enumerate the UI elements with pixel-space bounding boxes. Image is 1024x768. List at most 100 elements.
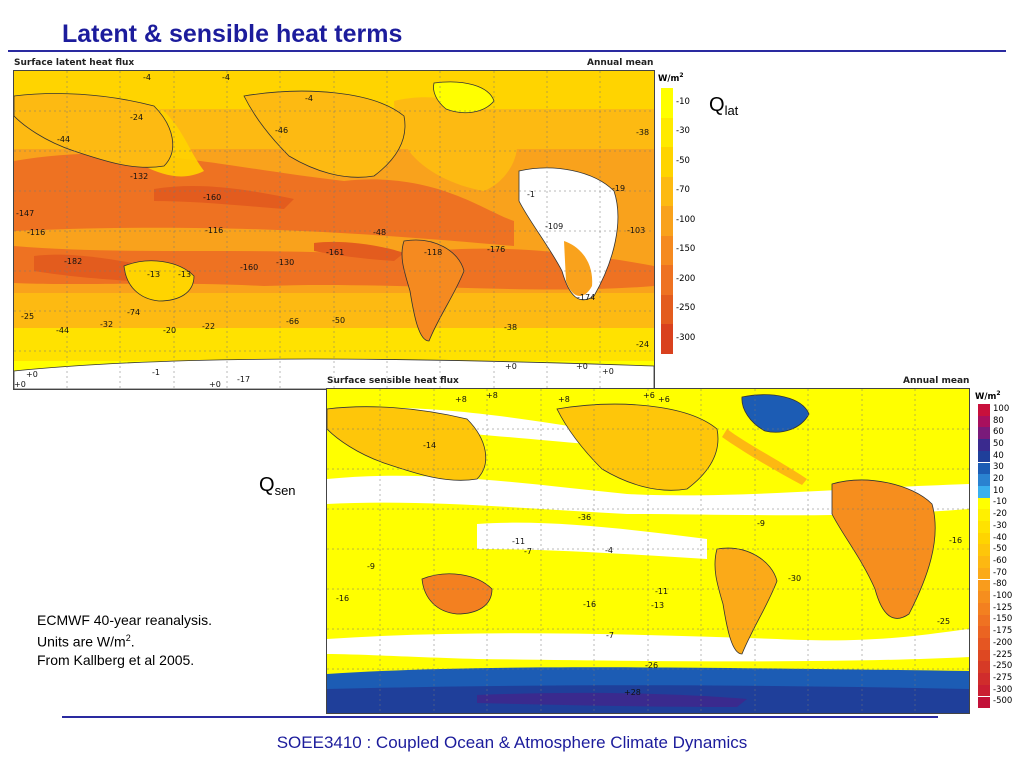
latent-contour-label: -48 [373,228,387,237]
colorbar-label: -20 [993,509,1007,520]
latent-contour-label: +0 [26,370,38,379]
colorbar-swatch [978,544,990,557]
latent-contour-label: -116 [27,228,46,237]
latent-units: W/m2 [658,72,684,84]
latent-contour-label: -160 [240,263,259,272]
colorbar-label: -150 [676,244,696,255]
latent-header-left: Surface latent heat flux [14,58,135,68]
colorbar-label: -125 [993,602,1013,613]
sensible-contour-label: -7 [606,631,614,640]
latent-contour-label: -17 [237,375,251,384]
latent-contour-label: +0 [576,362,588,371]
colorbar-label: -500 [993,696,1013,707]
colorbar-swatch [978,626,990,638]
note-line-2: Units are W/m2. [37,633,135,650]
latent-map-graphic [14,71,654,389]
colorbar-label: -30 [676,126,690,137]
latent-contour-label: -66 [286,317,300,326]
colorbar-swatch [661,117,673,147]
latent-contour-label: +0 [209,380,221,389]
colorbar-label: -200 [676,273,696,284]
colorbar-label: 60 [993,427,1004,438]
latent-contour-label: -182 [64,257,83,266]
sensible-contour-label: -36 [578,513,592,522]
colorbar-swatch [661,265,673,295]
colorbar-label: -200 [993,637,1013,648]
colorbar-label: -60 [993,555,1007,566]
latent-contour-label: -116 [205,226,224,235]
latent-contour-label: -118 [424,248,443,257]
sensible-contour-label: -7 [524,547,532,556]
latent-contour-label: -19 [612,184,626,193]
latent-contour-label: -20 [163,326,177,335]
colorbar-label: -40 [993,532,1007,543]
colorbar-label: -70 [993,567,1007,578]
sensible-contour-label: +8 [558,395,570,404]
colorbar-swatch [978,673,990,685]
sensible-units: W/m2 [975,390,1001,402]
colorbar-label: 50 [993,438,1004,449]
colorbar-swatch [978,696,990,709]
sensible-colorbar: 100 80 60 50 40 30 20 10 -10 -20 -30 -40 -50 -60 -70 -8… [978,404,1022,710]
colorbar-swatch [661,176,673,206]
colorbar-swatch [661,235,673,265]
title-rule [8,50,1006,52]
latent-contour-label: -103 [627,226,646,235]
note-line-3: From Kallberg et al 2005. [37,651,195,668]
latent-contour-label: +0 [602,367,614,376]
latent-contour-label: -160 [203,193,222,202]
colorbar-label: -80 [993,579,1007,590]
sensible-contour-label: -11 [512,537,526,546]
latent-contour-label: -24 [636,340,650,349]
latent-contour-label: -4 [143,73,151,82]
colorbar-swatch [978,614,990,627]
colorbar-swatch [978,404,990,416]
latent-contour-label: -1 [152,368,160,377]
sensible-contour-label: -16 [336,594,350,603]
colorbar-swatch [661,206,673,236]
colorbar-swatch [978,521,990,533]
source-note: ECMWF 40-year reanalysis. Units are W/m2… [37,611,212,669]
colorbar-swatch [978,485,990,498]
note-line-1: ECMWF 40-year reanalysis. [37,612,213,628]
colorbar-swatch [978,591,990,603]
latent-colorbar: -10 -30 -50 -70 -100 -150 -200 -250 -300 [661,88,701,372]
latent-contour-label: +0 [14,380,26,389]
colorbar-label: 10 [993,485,1004,496]
latent-contour-label: -22 [202,322,216,331]
latent-contour-label: -4 [222,73,230,82]
colorbar-label: -300 [993,684,1013,695]
colorbar-swatch [978,450,990,463]
colorbar-swatch [978,509,990,521]
colorbar-swatch [978,684,990,697]
colorbar-label: -250 [993,661,1013,672]
latent-contour-label: -38 [636,128,650,137]
latent-contour-label: -13 [178,270,192,279]
sensible-contour-label: -9 [367,562,375,571]
colorbar-swatch [978,661,990,674]
colorbar-label: -225 [993,649,1013,660]
sensible-map-graphic [327,389,969,713]
colorbar-swatch [978,579,990,592]
colorbar-swatch [978,415,990,428]
latent-contour-label: -32 [100,320,114,329]
latent-contour-label: -13 [147,270,161,279]
sensible-header-right: Annual mean [903,376,970,386]
colorbar-label: -10 [993,497,1007,508]
colorbar-swatch [978,532,990,545]
colorbar-swatch [978,427,990,440]
colorbar-label: -100 [676,214,696,225]
latent-contour-label: -74 [127,308,141,317]
sensible-contour-label: +28 [624,688,641,697]
latent-contour-label: -44 [57,135,71,144]
colorbar-label: 30 [993,462,1004,473]
colorbar-label: -175 [993,626,1013,637]
latent-contour-label: -174 [577,293,596,302]
colorbar-swatch [978,556,990,568]
latent-contour-label: -176 [487,245,506,254]
sensible-contour-label: +6 [643,391,655,400]
colorbar-swatch [978,462,990,475]
colorbar-swatch [661,147,673,177]
footer-rule [62,716,938,718]
latent-contour-label: -1 [527,190,535,199]
